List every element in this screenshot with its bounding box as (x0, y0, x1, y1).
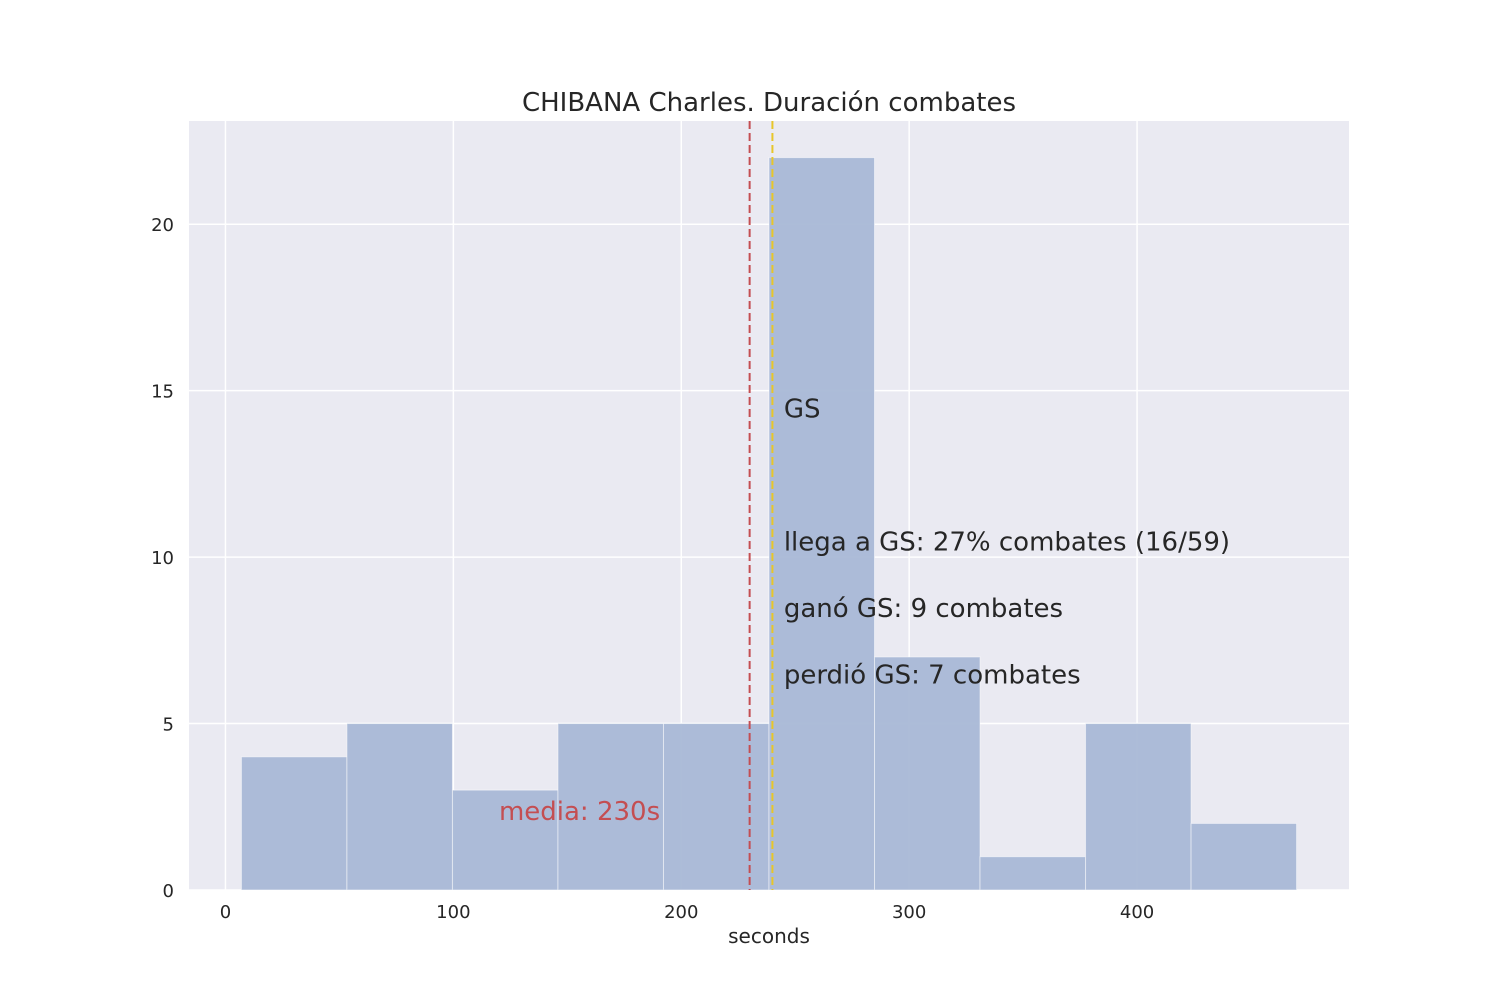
x-axis-label: seconds (728, 924, 810, 948)
x-tick-label: 300 (892, 902, 926, 923)
histogram-bar (979, 856, 1087, 891)
x-tick-label: 100 (436, 902, 470, 923)
annotations: GS llega a GS: 27% combates (16/59) ganó G… (499, 394, 1230, 827)
histogram-bar (874, 656, 981, 891)
annotation-gs: GS (784, 394, 821, 424)
annotation-lost-gs: perdió GS: 7 combates (784, 661, 1081, 691)
histogram-bar (557, 723, 664, 891)
x-tick-label: 200 (664, 902, 698, 923)
histogram-bar (451, 789, 559, 891)
x-tick-label: 400 (1120, 902, 1154, 923)
histogram-bar (1190, 822, 1298, 891)
y-axis-ticks: 0 5 10 15 20 (151, 215, 174, 902)
y-tick-label: 15 (151, 382, 174, 403)
y-tick-label: 20 (151, 215, 174, 236)
annotation-mean: media: 230s (499, 797, 660, 827)
y-tick-label: 10 (151, 548, 174, 569)
chart-title: CHIBANA Charles. Duración combates (522, 88, 1016, 118)
histogram-bar (346, 723, 453, 891)
histogram-bar (662, 723, 770, 891)
histogram-bar (1085, 723, 1192, 891)
y-tick-label: 0 (163, 881, 174, 902)
reference-lines (748, 121, 774, 890)
annotation-reach-gs: llega a GS: 27% combates (16/59) (784, 527, 1230, 557)
x-axis-ticks: 0 100 200 300 400 (220, 902, 1154, 923)
y-tick-label: 5 (163, 715, 174, 736)
histogram-bars (240, 157, 1298, 891)
x-tick-label: 0 (220, 902, 231, 923)
histogram-bar (240, 756, 348, 891)
histogram-bar (768, 157, 876, 891)
annotation-won-gs: ganó GS: 9 combates (784, 594, 1063, 624)
